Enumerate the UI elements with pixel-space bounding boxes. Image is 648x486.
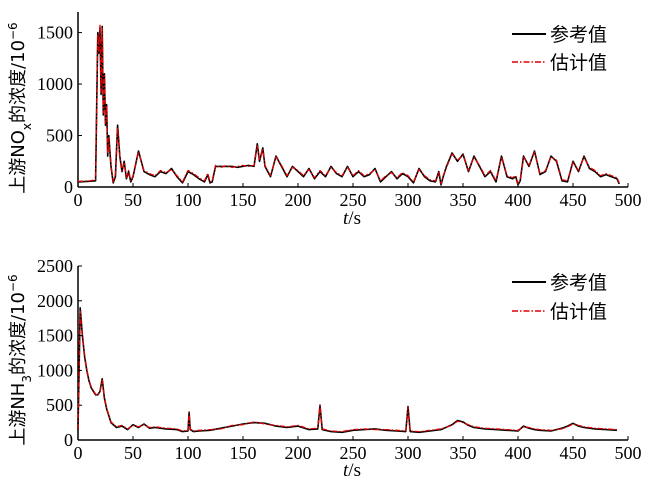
x-tick-label: 500 [615,190,642,210]
x-tick-label: 450 [560,190,587,210]
x-tick-label: 350 [450,443,477,463]
nh3-concentration-chart: 0 50 100 150 200 250 300 350 400 450 500 0 500 1000 1… [6,256,642,481]
x-tick-labels: 0 50 100 150 200 250 300 350 400 450 500 [74,183,642,210]
y-axis-label: 上游NH3的浓度/10−6 [6,274,34,445]
y-axis-label-sub: 3 [20,375,34,383]
x-tick-label: 300 [395,190,422,210]
y-axis-label-rest: 的浓度/10 [8,40,29,123]
y-tick-label: 1500 [37,326,73,346]
y-tick-label: 500 [46,395,73,415]
y-axis-label-sub: x [20,123,34,130]
y-tick-labels: 0 500 1000 1500 [37,23,82,197]
x-tick-label: 250 [340,190,367,210]
series-lines [77,23,620,186]
y-tick-label: 1000 [37,360,73,380]
y-tick-label: 2500 [37,256,73,276]
x-tick-label: 450 [560,443,587,463]
y-tick-label: 0 [64,177,73,197]
legend-label-reference: 参考值 [550,272,607,294]
x-axis-label: t/s [343,460,361,481]
x-axis-label-var: t [343,208,349,229]
series-lines [77,306,618,434]
legend-label-estimate: 估计值 [550,301,607,323]
y-axis-label: 上游NOx的浓度/10−6 [6,22,34,193]
x-tick-label: 350 [450,190,477,210]
x-tick-label: 200 [285,190,312,210]
y-axis-label-sup: −6 [6,274,20,292]
x-tick-label: 100 [175,190,202,210]
x-tick-label: 250 [340,443,367,463]
series-line-reference [77,306,618,434]
y-tick-label: 1000 [37,74,73,94]
x-tick-label: 0 [74,443,83,463]
x-tick-label: 150 [230,190,257,210]
x-tick-label: 100 [175,443,202,463]
legend: 参考值 估计值 [512,272,607,323]
series-line-estimate [77,23,620,185]
y-tick-labels: 0 500 1000 1500 2000 2500 [37,256,82,450]
x-tick-label: 400 [505,190,532,210]
x-tick-label: 50 [124,443,142,463]
x-tick-label: 400 [505,443,532,463]
x-axis-label-var: t [343,460,349,481]
legend: 参考值 估计值 [512,24,607,74]
y-axis-label-rest: 的浓度/10 [8,292,29,375]
x-tick-label: 0 [74,190,83,210]
x-tick-label: 200 [285,443,312,463]
x-tick-labels: 0 50 100 150 200 250 300 350 400 450 500 [74,436,642,463]
y-tick-label: 1500 [37,23,73,43]
y-axis-label-main: 上游NH [8,383,29,446]
y-tick-label: 0 [64,430,73,450]
legend-label-reference: 参考值 [550,24,607,46]
x-tick-label: 500 [615,443,642,463]
nox-concentration-chart: 0 50 100 150 200 250 300 350 400 450 500 0 500 1000 1… [6,12,642,229]
legend-label-estimate: 估计值 [550,52,607,74]
y-axis-label-sup: −6 [6,22,20,40]
y-axis-label-main: 上游NO [8,130,29,194]
x-axis-label-unit: /s [348,208,361,229]
x-axis-label: t/s [343,208,361,229]
y-tick-label: 2000 [37,291,73,311]
x-tick-label: 300 [395,443,422,463]
x-tick-label: 50 [124,190,142,210]
x-tick-label: 150 [230,443,257,463]
series-line-reference [77,25,620,186]
x-axis-label-unit: /s [348,460,361,481]
series-line-estimate [77,310,618,433]
y-tick-label: 500 [46,126,73,146]
